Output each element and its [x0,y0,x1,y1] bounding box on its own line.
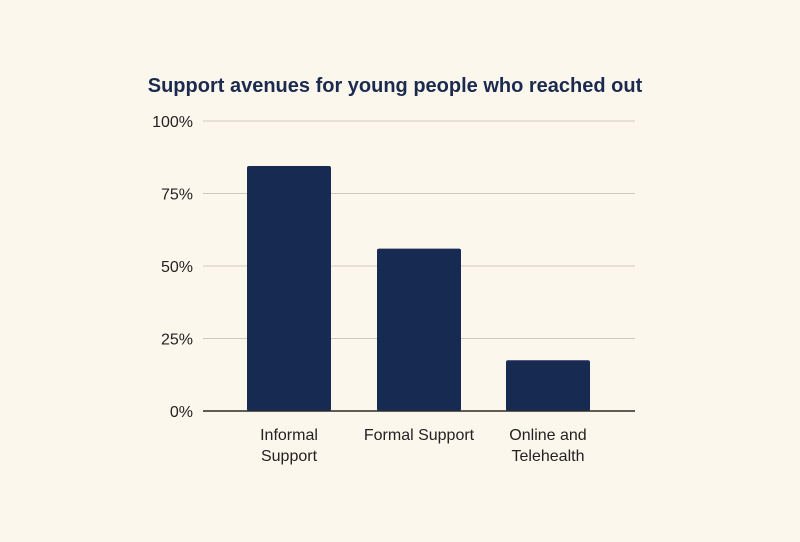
x-tick-label: Formal Support [364,427,475,444]
bar [506,360,590,411]
y-tick-label: 25% [161,332,193,349]
y-axis-ticks: 0% 25% 50% 75% 100% [152,114,193,421]
bars [247,165,590,411]
bar [247,165,331,411]
y-tick-label: 0% [170,404,193,421]
y-tick-label: 75% [161,187,193,204]
chart-title: Support avenues for young people who rea… [148,75,643,97]
y-tick-label: 100% [152,114,193,131]
x-tick-label: Online and Telehealth [509,427,586,465]
x-tick-label: Informal Support [260,427,318,465]
bar [377,248,461,411]
y-tick-label: 50% [161,259,193,276]
x-axis-labels: Informal Support Formal Support Online and T… [260,427,587,465]
